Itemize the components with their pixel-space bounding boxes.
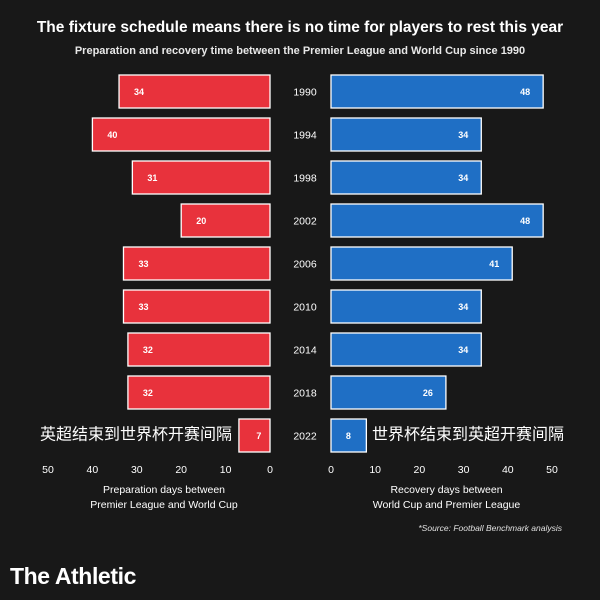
preparation-bar (127, 332, 271, 367)
recovery-bar-value: 34 (458, 345, 468, 355)
preparation-axis-title: Premier League and World Cup (90, 499, 238, 511)
preparation-bar-value: 40 (107, 130, 117, 140)
year-label: 2002 (293, 215, 317, 227)
recovery-bar-value: 48 (520, 216, 530, 226)
recovery-bar-value: 48 (520, 87, 530, 97)
recovery-axis-title: Recovery days between (390, 484, 502, 496)
preparation-bar-value: 32 (143, 388, 153, 398)
recovery-bar (330, 418, 368, 453)
preparation-bar-value: 33 (138, 259, 148, 269)
preparation-bar (238, 418, 271, 453)
year-label: 2018 (293, 387, 317, 399)
preparation-bar (131, 160, 271, 195)
recovery-tick-label: 50 (546, 464, 558, 476)
recovery-bar (330, 74, 544, 109)
preparation-bar (127, 375, 271, 410)
recovery-bar-value: 8 (346, 431, 351, 441)
recovery-bar-value: 34 (458, 302, 468, 312)
recovery-bar (330, 246, 513, 281)
recovery-axis-title: World Cup and Premier League (373, 499, 521, 511)
recovery-bar-value: 34 (458, 130, 468, 140)
preparation-bar-value: 31 (147, 173, 157, 183)
preparation-bar-value: 32 (143, 345, 153, 355)
recovery-tick-label: 40 (502, 464, 514, 476)
preparation-tick-label: 40 (87, 464, 99, 476)
preparation-bar (122, 289, 271, 324)
chart-title: The fixture schedule means there is no t… (36, 19, 564, 36)
year-label: 2010 (293, 301, 317, 313)
recovery-tick-label: 10 (369, 464, 381, 476)
preparation-bar (122, 246, 271, 281)
recovery-tick-label: 0 (328, 464, 334, 476)
preparation-tick-label: 20 (175, 464, 187, 476)
recovery-bar (330, 160, 482, 195)
year-label: 2014 (293, 344, 317, 356)
year-label: 2006 (293, 258, 317, 270)
recovery-bar (330, 375, 447, 410)
preparation-tick-label: 30 (131, 464, 143, 476)
recovery-tick-label: 20 (414, 464, 426, 476)
chart-subtitle: Preparation and recovery time between th… (74, 45, 526, 57)
preparation-bar (180, 203, 271, 238)
preparation-tick-label: 0 (267, 464, 273, 476)
preparation-bar-value: 20 (196, 216, 206, 226)
preparation-bar-value: 34 (134, 87, 144, 97)
source-note: *Source: Football Benchmark analysis (418, 523, 562, 533)
year-label: 2022 (293, 430, 317, 442)
recovery-annotation: 世界杯结束到英超开赛间隔 (372, 425, 564, 444)
brand-logo: The Athletic (10, 563, 136, 589)
recovery-bar-value: 26 (423, 388, 433, 398)
preparation-tick-label: 50 (42, 464, 54, 476)
preparation-tick-label: 10 (220, 464, 232, 476)
recovery-bar (330, 117, 482, 152)
recovery-tick-label: 30 (458, 464, 470, 476)
preparation-axis-title: Preparation days between (103, 484, 225, 496)
recovery-bar (330, 332, 482, 367)
preparation-annotation: 英超结束到世界杯开赛间隔 (40, 425, 232, 444)
recovery-bar-value: 34 (458, 173, 468, 183)
year-label: 1990 (293, 86, 317, 98)
recovery-bar-value: 41 (489, 259, 499, 269)
recovery-bar (330, 203, 544, 238)
year-label: 1994 (293, 129, 317, 141)
year-label: 1998 (293, 172, 317, 184)
preparation-bar-value: 7 (256, 431, 261, 441)
preparation-bar (91, 117, 271, 152)
preparation-bar-value: 33 (138, 302, 148, 312)
preparation-bar (118, 74, 271, 109)
recovery-bar (330, 289, 482, 324)
